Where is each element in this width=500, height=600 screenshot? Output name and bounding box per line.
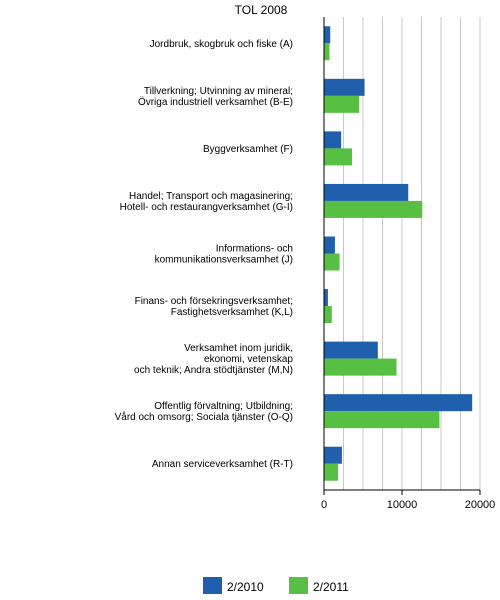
bar-2-2011-8: [324, 463, 339, 481]
x-axis-ticks: 0 10000 20000: [321, 490, 495, 511]
bar-2-2010-2: [324, 131, 342, 149]
bar-2-2010-3: [324, 183, 409, 201]
category-label: Annan serviceverksamhet (R-T): [152, 459, 293, 470]
bar-2-2011-2: [324, 148, 353, 166]
category-label: Tillverkning; Utvinning av mineral; Övrig…: [138, 86, 293, 108]
bar-2-2011-1: [324, 95, 360, 113]
category-label: Jordbruk, skogbruk och fiske (A): [150, 39, 293, 50]
bar-2-2010-4: [324, 236, 335, 254]
x-tick-label: 20000: [465, 499, 496, 511]
bars: [324, 26, 473, 481]
legend: 2/2010 2/2011: [203, 577, 349, 594]
bar-2-2011-7: [324, 411, 440, 429]
legend-swatch: [289, 577, 308, 594]
bar-2-2011-5: [324, 306, 332, 324]
legend-label: 2/2011: [313, 580, 349, 594]
legend-swatch: [203, 577, 222, 594]
bar-2-2010-5: [324, 289, 328, 307]
chart-heading: TOL 2008: [235, 3, 288, 17]
bar-2-2011-0: [324, 43, 330, 61]
bar-2-2010-6: [324, 341, 378, 359]
x-tick-label: 0: [321, 499, 327, 511]
legend-label: 2/2010: [227, 580, 264, 594]
bar-2-2010-8: [324, 446, 342, 464]
category-label: Handel; Transport och magasinering; Hotel…: [120, 191, 293, 213]
category-label: Verksamhet inom juridik, ekonomi, vetensk…: [134, 343, 293, 376]
bar-2-2011-4: [324, 253, 340, 271]
x-tick-label: 10000: [387, 499, 418, 511]
bar-2-2010-0: [324, 26, 331, 44]
category-label: Finans- och försekringsverksamhet; Fastig…: [135, 296, 293, 318]
category-labels: Jordbruk, skogbruk och fiske (A) Tillverk…: [115, 39, 294, 470]
bar-2-2010-1: [324, 78, 365, 96]
bar-2-2011-6: [324, 358, 397, 376]
category-label: Byggverksamhet (F): [203, 144, 293, 155]
category-label: Informations- och kommunikationsverksamhe…: [155, 244, 293, 266]
category-label: Offentlig förvaltning; Utbildning; Vård o…: [115, 401, 293, 423]
bar-2-2010-7: [324, 394, 473, 412]
bar-2-2011-3: [324, 200, 423, 218]
